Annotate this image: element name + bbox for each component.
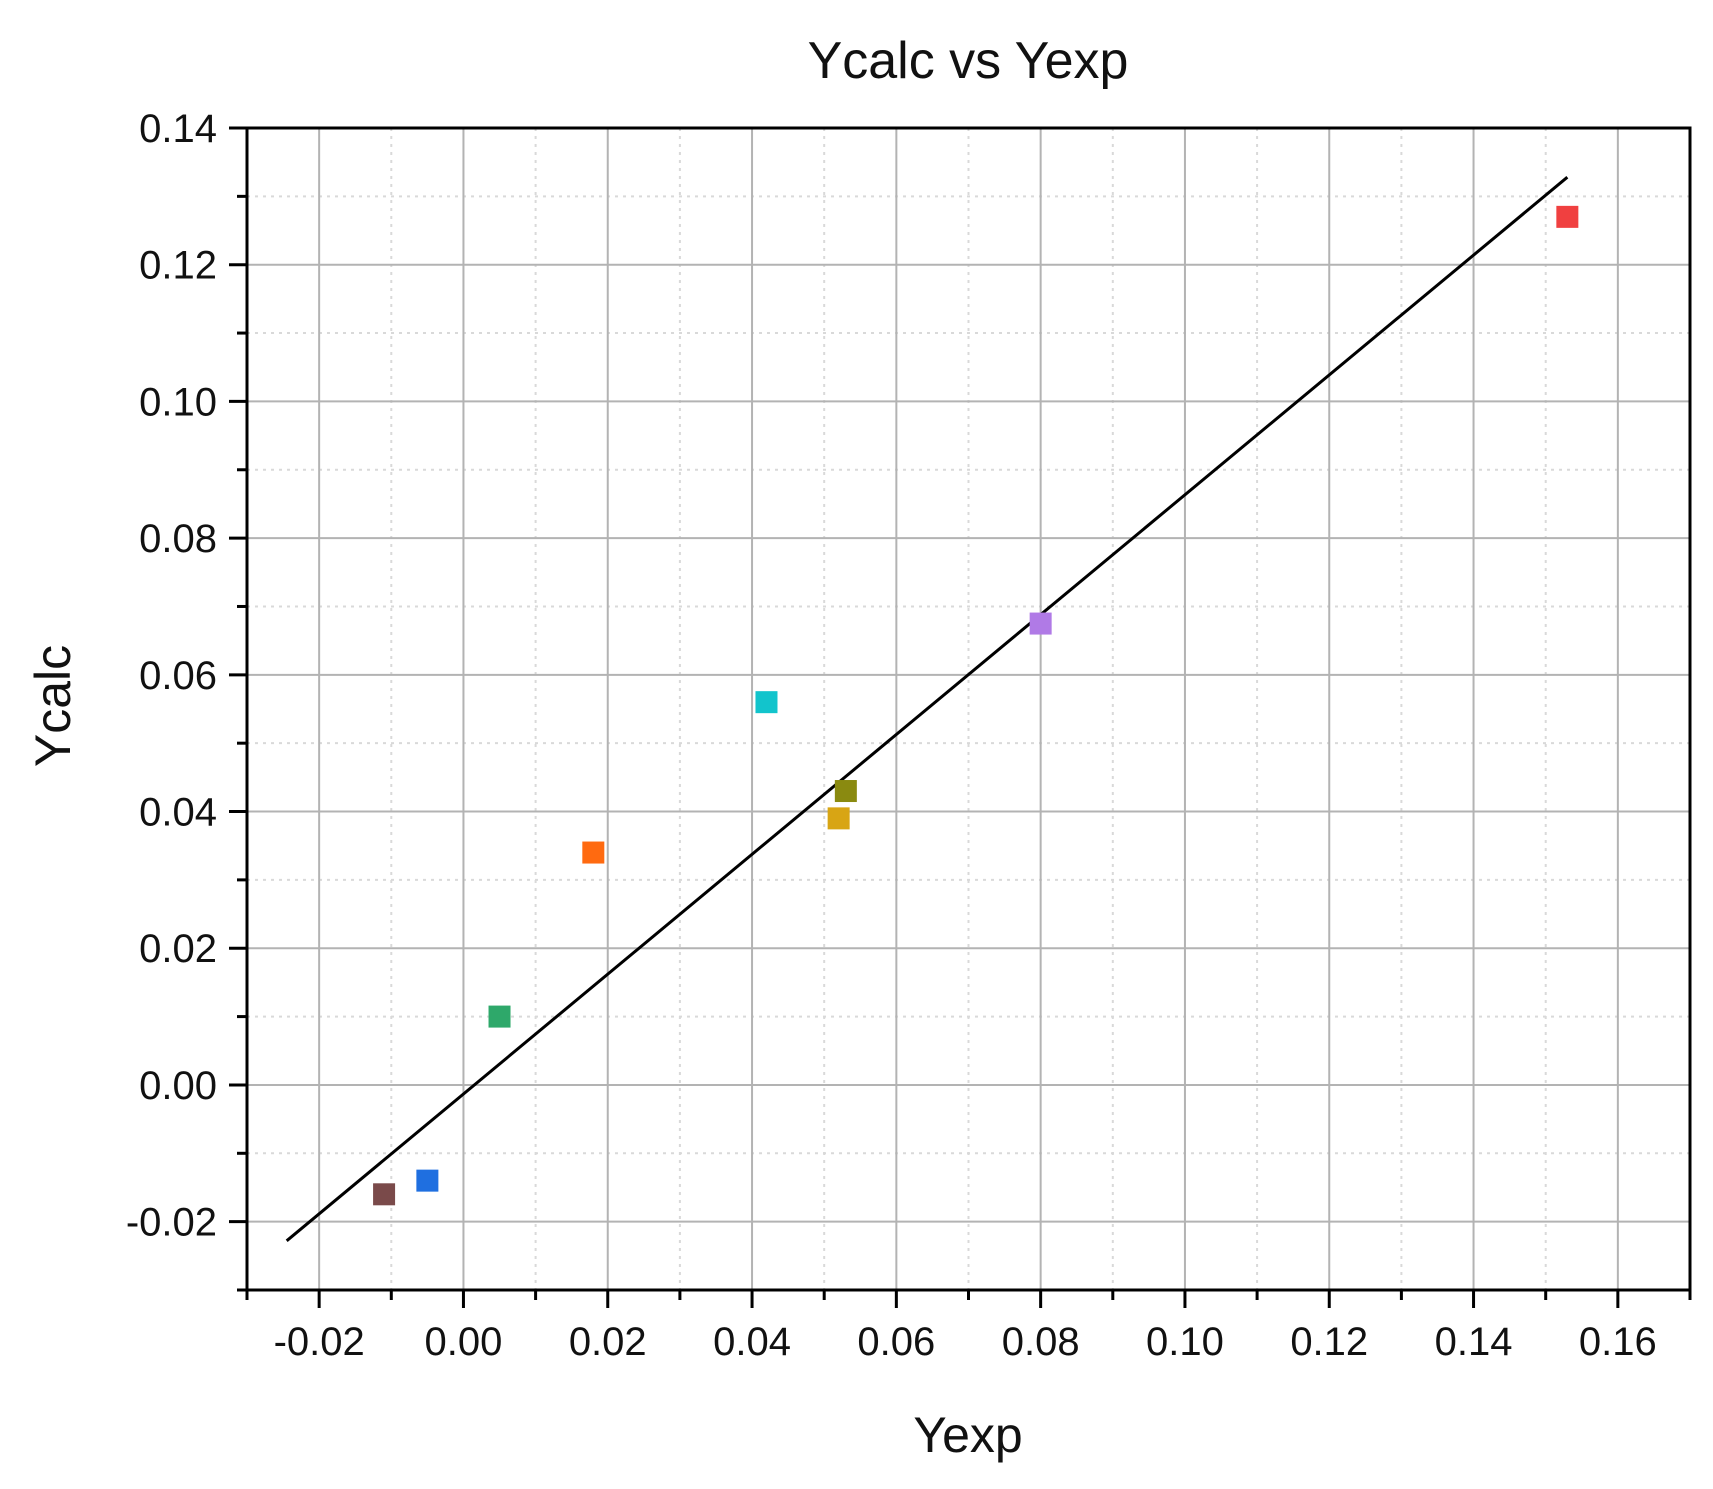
data-point <box>755 691 778 714</box>
x-axis-label: Yexp <box>913 1407 1022 1463</box>
y-tick-label: 0.12 <box>139 244 217 288</box>
y-tick-label: 0.06 <box>139 654 217 698</box>
x-tick-label: 0.16 <box>1579 1320 1657 1364</box>
x-tick-label: -0.02 <box>274 1320 365 1364</box>
y-tick-label: 0.04 <box>139 791 217 835</box>
plot-area: -0.02 0.00 0.02 0.04 0.06 0.08 0.10 0.12 0.14 0.1… <box>126 107 1692 1364</box>
y-tick-label: 0.14 <box>139 107 217 151</box>
data-point <box>416 1169 439 1192</box>
data-point <box>373 1183 396 1206</box>
y-tick-label: -0.02 <box>126 1201 217 1245</box>
data-point <box>488 1005 511 1028</box>
y-tick-label: 0.10 <box>139 380 217 424</box>
data-point <box>582 841 605 864</box>
data-point <box>827 807 850 830</box>
data-point <box>1029 612 1052 635</box>
y-tick-label: 0.08 <box>139 517 217 561</box>
data-point <box>834 780 857 803</box>
x-tick-label: 0.02 <box>569 1320 647 1364</box>
x-tick-label: 0.10 <box>1146 1320 1224 1364</box>
y-tick-label: 0.00 <box>139 1064 217 1108</box>
data-point <box>1556 205 1579 228</box>
x-tick-label: 0.06 <box>857 1320 935 1364</box>
fit-line <box>285 176 1569 1242</box>
x-tick-label: 0.12 <box>1290 1320 1368 1364</box>
y-tick-label: 0.02 <box>139 927 217 971</box>
chart-title: Ycalc vs Yexp <box>808 32 1129 90</box>
x-tick-label: 0.00 <box>425 1320 503 1364</box>
x-tick-label: 0.08 <box>1002 1320 1080 1364</box>
x-tick-label: 0.14 <box>1435 1320 1513 1364</box>
y-axis-label: Ycalc <box>25 645 81 767</box>
x-tick-label: 0.04 <box>713 1320 791 1364</box>
